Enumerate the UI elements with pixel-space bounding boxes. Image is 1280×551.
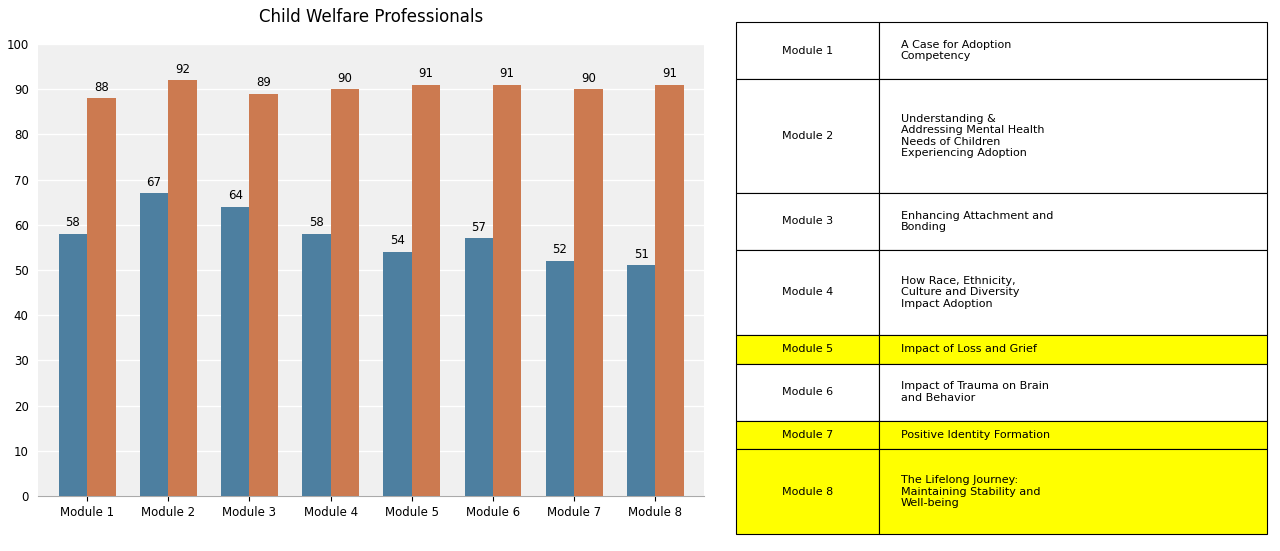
Bar [330,89,358,496]
Text: Impact of Loss and Grief: Impact of Loss and Grief [901,344,1037,354]
Text: 58: 58 [65,217,81,229]
Text: The Lifelong Journey:
Maintaining Stability and
Well-being: The Lifelong Journey: Maintaining Stabil… [901,475,1041,509]
Bar [59,234,87,496]
Text: 90: 90 [338,72,352,85]
Text: 89: 89 [256,76,271,89]
Bar [736,449,879,534]
Bar [627,266,655,496]
Bar [87,98,115,496]
Text: Module 6: Module 6 [782,387,833,397]
Text: Module 2: Module 2 [782,131,833,141]
Bar [140,193,168,496]
Bar [736,22,879,79]
Text: Understanding &
Addressing Mental Health
Needs of Children
Experiencing Adoption: Understanding & Addressing Mental Health… [901,114,1044,158]
Bar [384,252,412,496]
Text: Module 8: Module 8 [782,487,833,497]
Text: Module 3: Module 3 [782,217,833,226]
Text: How Race, Ethnicity,
Culture and Diversity
Impact Adoption: How Race, Ethnicity, Culture and Diversi… [901,276,1019,309]
Bar [879,449,1267,534]
Bar [465,239,493,496]
Text: 52: 52 [553,244,567,256]
Bar [879,193,1267,250]
Bar [412,85,440,496]
Bar [879,420,1267,449]
Text: Module 4: Module 4 [782,288,833,298]
Bar [879,364,1267,420]
Text: 90: 90 [581,72,595,85]
Bar [879,250,1267,335]
Text: 51: 51 [634,248,649,261]
Text: 91: 91 [662,67,677,80]
Bar [879,335,1267,364]
Bar [302,234,330,496]
Bar [736,250,879,335]
Text: Child Welfare Professionals: Child Welfare Professionals [259,8,484,26]
Bar [736,79,879,193]
Bar [655,85,684,496]
Text: A Case for Adoption
Competency: A Case for Adoption Competency [901,40,1011,61]
Bar [736,335,879,364]
Text: Enhancing Attachment and
Bonding: Enhancing Attachment and Bonding [901,210,1053,232]
Bar [879,22,1267,79]
Bar [493,85,521,496]
Text: 92: 92 [175,63,189,75]
Text: 91: 91 [499,67,515,80]
Text: 91: 91 [419,67,434,80]
Text: Module 1: Module 1 [782,46,833,56]
Bar [250,94,278,496]
Bar [221,207,250,496]
Bar [736,193,879,250]
Text: Impact of Trauma on Brain
and Behavior: Impact of Trauma on Brain and Behavior [901,381,1048,403]
Text: 88: 88 [93,81,109,94]
Text: 57: 57 [471,221,486,234]
Text: 64: 64 [228,189,243,202]
Text: Module 5: Module 5 [782,344,833,354]
Text: 67: 67 [147,176,161,188]
Text: Module 7: Module 7 [782,430,833,440]
Bar [736,364,879,420]
Bar [736,420,879,449]
Text: 58: 58 [308,217,324,229]
Bar [545,261,575,496]
Text: 54: 54 [390,234,404,247]
Bar [168,80,197,496]
Bar [879,79,1267,193]
Bar [575,89,603,496]
Text: Positive Identity Formation: Positive Identity Formation [901,430,1050,440]
